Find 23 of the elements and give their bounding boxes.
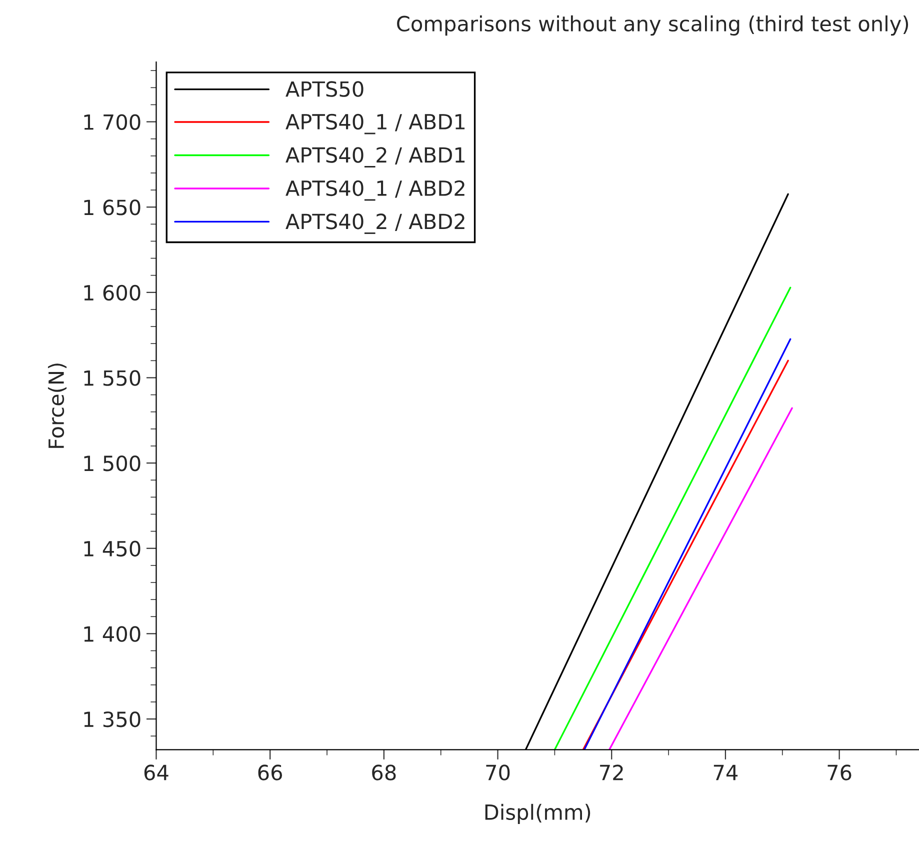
legend-label: APTS40_2 / ABD2 <box>286 214 464 234</box>
y-tick-label: 1 450 <box>84 540 140 557</box>
legend-label: APTS40_2 / ABD1 <box>286 147 465 168</box>
chart-title: Comparisons without any scaling (third test only) <box>397 15 908 36</box>
x-tick-label: 72 <box>600 764 623 780</box>
x-tick-label: 64 <box>144 764 168 780</box>
y-tick-label: 1 500 <box>84 455 140 472</box>
x-tick-label: 70 <box>486 764 510 780</box>
x-tick-label: 74 <box>714 764 738 780</box>
y-tick-label: 1 600 <box>84 284 140 301</box>
y-axis-title: Force(N) <box>48 364 67 448</box>
legend-label: APTS40_1 / ABD1 <box>286 114 465 134</box>
x-tick-label: 66 <box>258 764 282 780</box>
x-tick-label: 68 <box>372 764 396 780</box>
y-tick-label: 1 400 <box>84 626 140 642</box>
y-tick-label: 1 550 <box>84 370 140 386</box>
y-tick-label: 1 700 <box>84 114 140 130</box>
x-tick-label: 76 <box>828 764 852 780</box>
legend-label: APTS50 <box>286 81 364 97</box>
x-axis-title: Displ(mm) <box>485 804 590 824</box>
y-tick-label: 1 350 <box>84 711 140 728</box>
legend-label: APTS40_1 / ABD2 <box>286 180 464 201</box>
y-tick-label: 1 650 <box>84 200 140 216</box>
